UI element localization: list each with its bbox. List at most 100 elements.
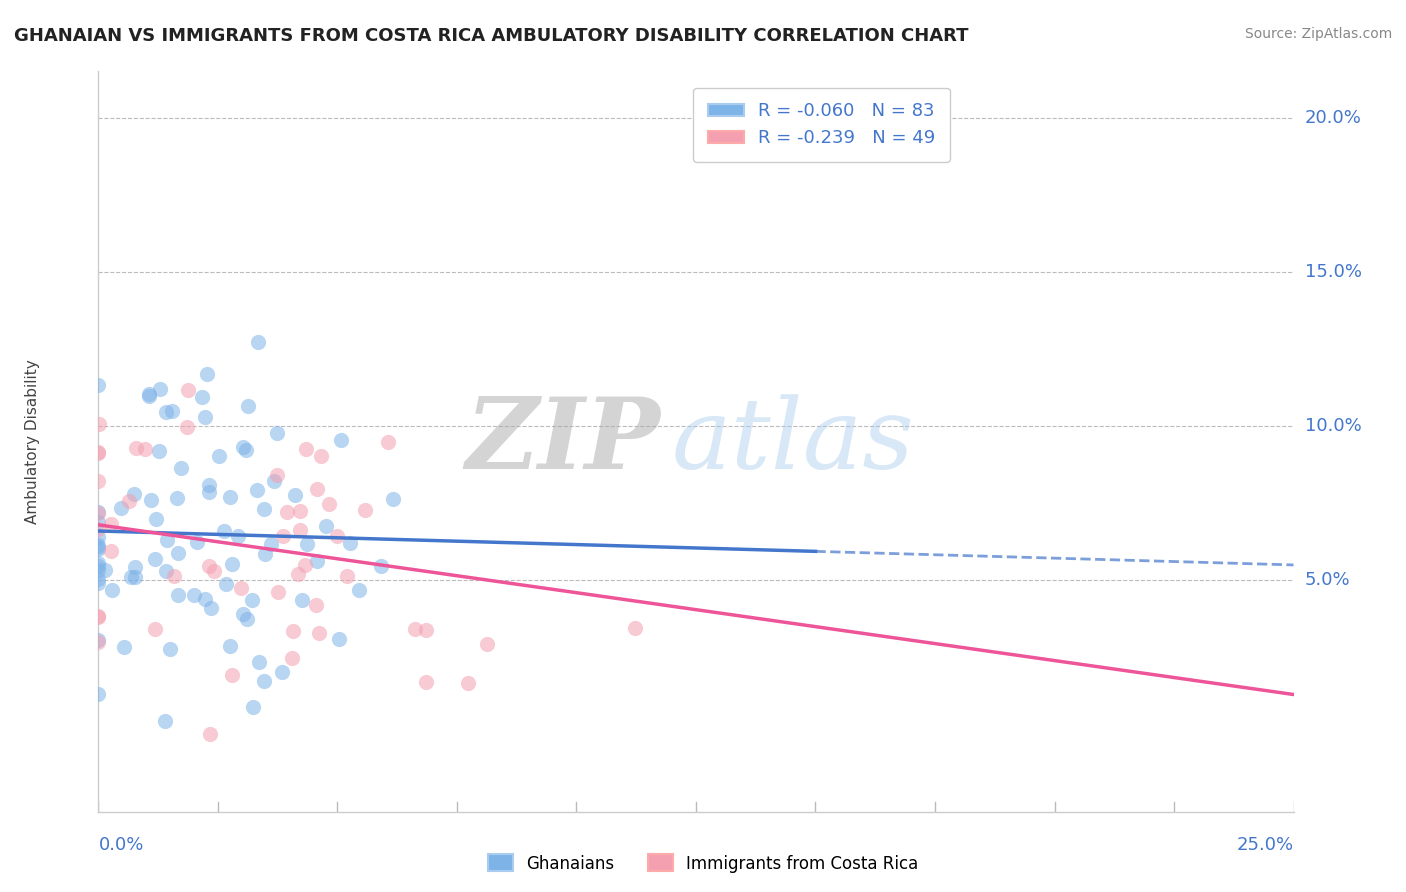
Point (87, 515, 110, 529)
Point (110, 500, 132, 515)
Point (246, 483, 269, 498)
Point (287, 567, 309, 582)
Point (271, 529, 294, 543)
Point (87, 542, 110, 557)
Point (87, 632, 110, 647)
Point (288, 523, 311, 537)
Point (202, 564, 225, 578)
Point (118, 493, 141, 508)
Point (112, 640, 135, 654)
Point (370, 559, 392, 574)
Point (288, 504, 311, 518)
Point (153, 714, 176, 728)
Point (191, 390, 214, 404)
Point (415, 674, 437, 689)
Point (100, 544, 122, 558)
Text: atlas: atlas (672, 394, 915, 489)
Point (623, 622, 645, 636)
Point (240, 592, 263, 607)
Point (271, 665, 294, 679)
Point (143, 623, 166, 637)
Point (377, 435, 399, 450)
Point (232, 607, 254, 621)
Text: Source: ZipAtlas.com: Source: ZipAtlas.com (1244, 27, 1392, 41)
Point (87, 507, 110, 521)
Point (149, 382, 172, 396)
Point (124, 559, 146, 574)
Point (100, 517, 122, 532)
Point (183, 588, 205, 602)
Point (347, 582, 370, 597)
Point (155, 565, 177, 579)
Point (247, 655, 270, 669)
Point (148, 444, 170, 458)
Point (89, 417, 111, 432)
Point (457, 675, 479, 690)
Point (305, 598, 328, 612)
Point (235, 443, 257, 458)
Point (415, 623, 437, 637)
Point (339, 535, 361, 549)
Text: GHANAIAN VS IMMIGRANTS FROM COSTA RICA AMBULATORY DISABILITY CORRELATION CHART: GHANAIAN VS IMMIGRANTS FROM COSTA RICA A… (14, 27, 969, 45)
Point (176, 420, 198, 434)
Point (475, 637, 498, 651)
Text: 20.0%: 20.0% (1305, 109, 1361, 127)
Text: 10.0%: 10.0% (1305, 417, 1361, 435)
Point (145, 512, 167, 526)
Point (87, 474, 110, 488)
Point (87, 687, 110, 701)
Point (253, 673, 276, 688)
Point (247, 334, 270, 349)
Point (236, 399, 259, 413)
Point (308, 626, 330, 640)
Point (226, 529, 249, 543)
Point (159, 642, 181, 657)
Text: 25.0%: 25.0% (1236, 837, 1294, 855)
Point (87, 522, 110, 536)
Point (120, 569, 142, 583)
Point (170, 461, 193, 475)
Point (242, 700, 264, 714)
Point (294, 558, 316, 573)
Point (231, 582, 253, 596)
Point (134, 442, 156, 456)
Point (252, 502, 274, 516)
Point (193, 409, 215, 424)
Point (291, 593, 314, 607)
Point (87, 572, 110, 586)
Point (87, 531, 110, 545)
Point (336, 568, 359, 582)
Point (176, 383, 198, 397)
Text: 0.0%: 0.0% (98, 837, 143, 855)
Point (295, 537, 318, 551)
Point (221, 557, 243, 571)
Point (87, 608, 110, 623)
Point (124, 570, 146, 584)
Point (195, 368, 218, 382)
Point (198, 726, 221, 740)
Point (309, 449, 332, 463)
Point (307, 554, 329, 568)
Point (200, 601, 222, 615)
Point (236, 612, 259, 626)
Point (143, 552, 166, 566)
Point (125, 441, 148, 455)
Point (266, 425, 288, 440)
Point (404, 622, 426, 636)
Point (381, 491, 404, 506)
Point (194, 591, 217, 606)
Point (284, 488, 307, 502)
Point (87, 610, 110, 624)
Point (138, 386, 160, 401)
Point (318, 497, 340, 511)
Point (155, 405, 177, 419)
Point (266, 468, 288, 483)
Point (87, 559, 110, 574)
Point (232, 440, 254, 454)
Point (87, 557, 110, 571)
Point (156, 533, 179, 547)
Point (329, 433, 352, 447)
Point (138, 389, 160, 403)
Legend: Ghanaians, Immigrants from Costa Rica: Ghanaians, Immigrants from Costa Rica (481, 847, 925, 880)
Point (295, 442, 318, 457)
